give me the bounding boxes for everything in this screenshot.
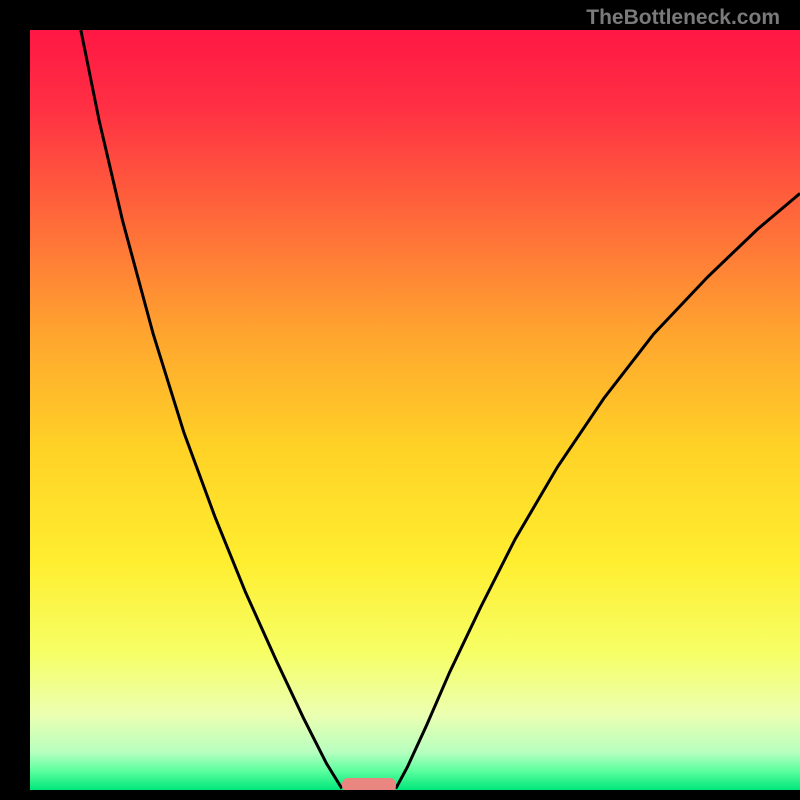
bottleneck-marker [342, 778, 396, 790]
right-curve [396, 193, 800, 788]
left-curve [81, 30, 342, 788]
watermark-text: TheBottleneck.com [586, 6, 780, 30]
curves-svg [30, 30, 800, 790]
chart-area [30, 30, 800, 790]
